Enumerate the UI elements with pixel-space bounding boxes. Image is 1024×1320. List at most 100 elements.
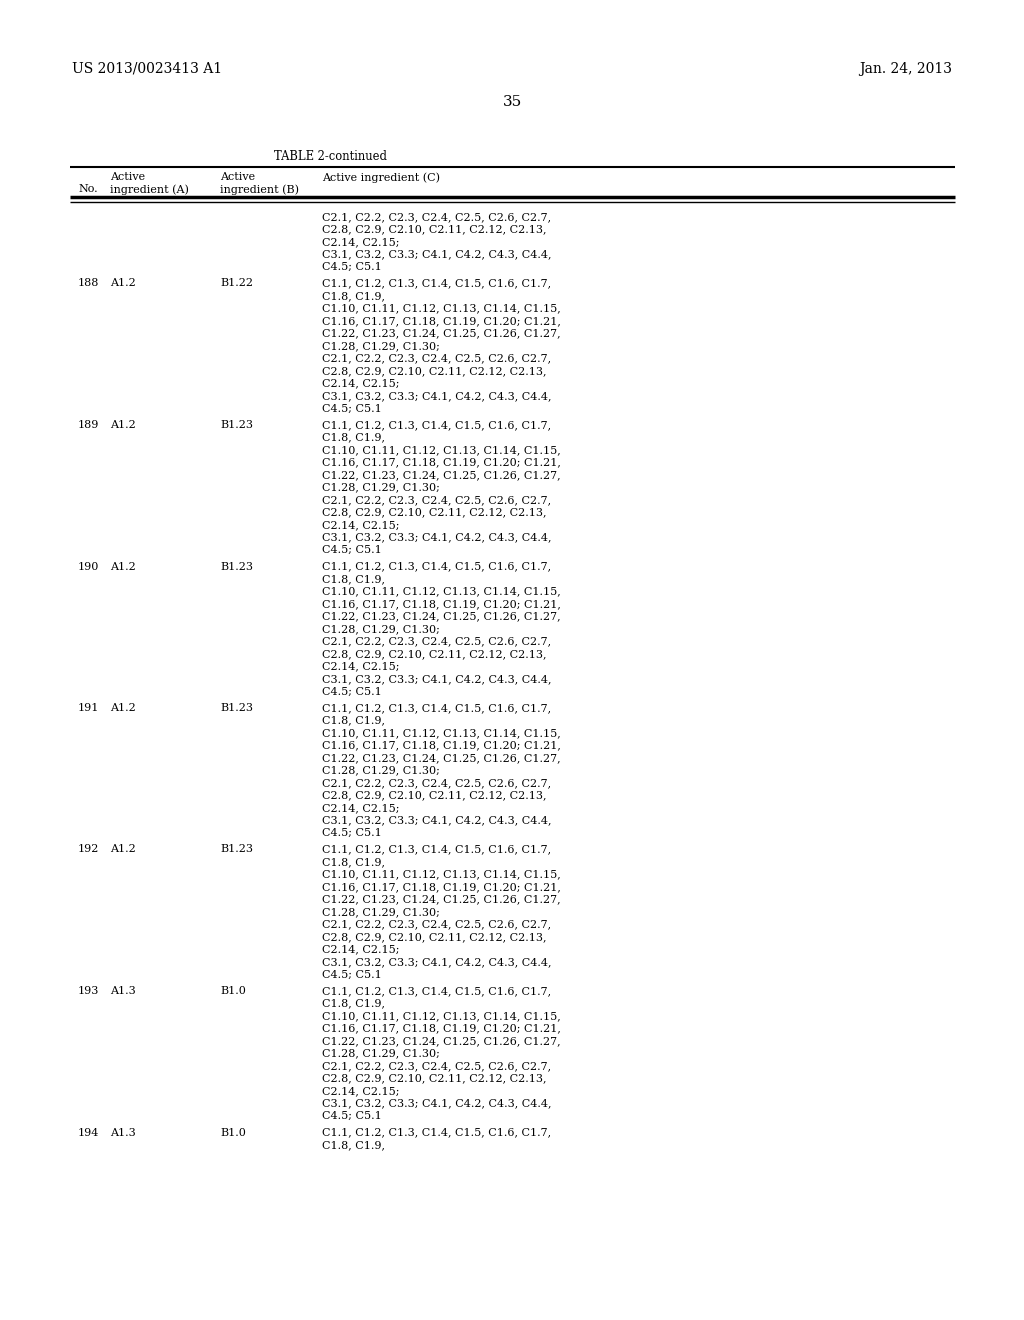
Text: ingredient (A): ingredient (A) <box>110 183 188 194</box>
Text: C1.1, C1.2, C1.3, C1.4, C1.5, C1.6, C1.7,: C1.1, C1.2, C1.3, C1.4, C1.5, C1.6, C1.7… <box>322 1127 551 1138</box>
Text: C4.5; C5.1: C4.5; C5.1 <box>322 261 382 272</box>
Text: C2.14, C2.15;: C2.14, C2.15; <box>322 379 399 388</box>
Text: C2.8, C2.9, C2.10, C2.11, C2.12, C2.13,: C2.8, C2.9, C2.10, C2.11, C2.12, C2.13, <box>322 366 547 376</box>
Text: C1.1, C1.2, C1.3, C1.4, C1.5, C1.6, C1.7,: C1.1, C1.2, C1.3, C1.4, C1.5, C1.6, C1.7… <box>322 704 551 713</box>
Text: C4.5; C5.1: C4.5; C5.1 <box>322 404 382 413</box>
Text: C1.8, C1.9,: C1.8, C1.9, <box>322 290 385 301</box>
Text: C2.8, C2.9, C2.10, C2.11, C2.12, C2.13,: C2.8, C2.9, C2.10, C2.11, C2.12, C2.13, <box>322 791 547 800</box>
Text: C4.5; C5.1: C4.5; C5.1 <box>322 969 382 979</box>
Text: C4.5; C5.1: C4.5; C5.1 <box>322 545 382 554</box>
Text: C2.14, C2.15;: C2.14, C2.15; <box>322 661 399 672</box>
Text: C3.1, C3.2, C3.3; C4.1, C4.2, C4.3, C4.4,: C3.1, C3.2, C3.3; C4.1, C4.2, C4.3, C4.4… <box>322 957 552 968</box>
Text: C4.5; C5.1: C4.5; C5.1 <box>322 828 382 838</box>
Text: B1.23: B1.23 <box>220 420 253 430</box>
Text: 192: 192 <box>78 845 99 854</box>
Text: C3.1, C3.2, C3.3; C4.1, C4.2, C4.3, C4.4,: C3.1, C3.2, C3.3; C4.1, C4.2, C4.3, C4.4… <box>322 816 552 825</box>
Text: C2.8, C2.9, C2.10, C2.11, C2.12, C2.13,: C2.8, C2.9, C2.10, C2.11, C2.12, C2.13, <box>322 649 547 659</box>
Text: C1.16, C1.17, C1.18, C1.19, C1.20; C1.21,: C1.16, C1.17, C1.18, C1.19, C1.20; C1.21… <box>322 315 561 326</box>
Text: B1.22: B1.22 <box>220 279 253 289</box>
Text: A1.3: A1.3 <box>110 986 136 997</box>
Text: C1.16, C1.17, C1.18, C1.19, C1.20; C1.21,: C1.16, C1.17, C1.18, C1.19, C1.20; C1.21… <box>322 882 561 892</box>
Text: C2.14, C2.15;: C2.14, C2.15; <box>322 1086 399 1096</box>
Text: C1.10, C1.11, C1.12, C1.13, C1.14, C1.15,: C1.10, C1.11, C1.12, C1.13, C1.14, C1.15… <box>322 1011 561 1020</box>
Text: 35: 35 <box>503 95 521 110</box>
Text: C1.16, C1.17, C1.18, C1.19, C1.20; C1.21,: C1.16, C1.17, C1.18, C1.19, C1.20; C1.21… <box>322 1023 561 1034</box>
Text: C3.1, C3.2, C3.3; C4.1, C4.2, C4.3, C4.4,: C3.1, C3.2, C3.3; C4.1, C4.2, C4.3, C4.4… <box>322 532 552 543</box>
Text: C1.28, C1.29, C1.30;: C1.28, C1.29, C1.30; <box>322 766 440 776</box>
Text: 190: 190 <box>78 561 99 572</box>
Text: C1.1, C1.2, C1.3, C1.4, C1.5, C1.6, C1.7,: C1.1, C1.2, C1.3, C1.4, C1.5, C1.6, C1.7… <box>322 845 551 854</box>
Text: C1.28, C1.29, C1.30;: C1.28, C1.29, C1.30; <box>322 624 440 634</box>
Text: C1.8, C1.9,: C1.8, C1.9, <box>322 998 385 1008</box>
Text: C1.22, C1.23, C1.24, C1.25, C1.26, C1.27,: C1.22, C1.23, C1.24, C1.25, C1.26, C1.27… <box>322 611 560 622</box>
Text: C1.1, C1.2, C1.3, C1.4, C1.5, C1.6, C1.7,: C1.1, C1.2, C1.3, C1.4, C1.5, C1.6, C1.7… <box>322 279 551 289</box>
Text: C3.1, C3.2, C3.3; C4.1, C4.2, C4.3, C4.4,: C3.1, C3.2, C3.3; C4.1, C4.2, C4.3, C4.4… <box>322 249 552 260</box>
Text: A1.3: A1.3 <box>110 1127 136 1138</box>
Text: B1.23: B1.23 <box>220 704 253 713</box>
Text: C1.1, C1.2, C1.3, C1.4, C1.5, C1.6, C1.7,: C1.1, C1.2, C1.3, C1.4, C1.5, C1.6, C1.7… <box>322 561 551 572</box>
Text: C4.5; C5.1: C4.5; C5.1 <box>322 686 382 697</box>
Text: TABLE 2-continued: TABLE 2-continued <box>273 150 386 162</box>
Text: C1.16, C1.17, C1.18, C1.19, C1.20; C1.21,: C1.16, C1.17, C1.18, C1.19, C1.20; C1.21… <box>322 599 561 609</box>
Text: No.: No. <box>78 183 97 194</box>
Text: C1.1, C1.2, C1.3, C1.4, C1.5, C1.6, C1.7,: C1.1, C1.2, C1.3, C1.4, C1.5, C1.6, C1.7… <box>322 420 551 430</box>
Text: C2.8, C2.9, C2.10, C2.11, C2.12, C2.13,: C2.8, C2.9, C2.10, C2.11, C2.12, C2.13, <box>322 1073 547 1084</box>
Text: C1.22, C1.23, C1.24, C1.25, C1.26, C1.27,: C1.22, C1.23, C1.24, C1.25, C1.26, C1.27… <box>322 329 560 338</box>
Text: Active: Active <box>110 172 145 182</box>
Text: 188: 188 <box>78 279 99 289</box>
Text: C1.22, C1.23, C1.24, C1.25, C1.26, C1.27,: C1.22, C1.23, C1.24, C1.25, C1.26, C1.27… <box>322 470 560 480</box>
Text: C1.22, C1.23, C1.24, C1.25, C1.26, C1.27,: C1.22, C1.23, C1.24, C1.25, C1.26, C1.27… <box>322 752 560 763</box>
Text: C1.28, C1.29, C1.30;: C1.28, C1.29, C1.30; <box>322 907 440 917</box>
Text: C1.8, C1.9,: C1.8, C1.9, <box>322 857 385 867</box>
Text: C1.10, C1.11, C1.12, C1.13, C1.14, C1.15,: C1.10, C1.11, C1.12, C1.13, C1.14, C1.15… <box>322 445 561 455</box>
Text: Active: Active <box>220 172 255 182</box>
Text: C1.1, C1.2, C1.3, C1.4, C1.5, C1.6, C1.7,: C1.1, C1.2, C1.3, C1.4, C1.5, C1.6, C1.7… <box>322 986 551 997</box>
Text: C2.8, C2.9, C2.10, C2.11, C2.12, C2.13,: C2.8, C2.9, C2.10, C2.11, C2.12, C2.13, <box>322 932 547 942</box>
Text: C2.1, C2.2, C2.3, C2.4, C2.5, C2.6, C2.7,: C2.1, C2.2, C2.3, C2.4, C2.5, C2.6, C2.7… <box>322 213 551 222</box>
Text: C1.22, C1.23, C1.24, C1.25, C1.26, C1.27,: C1.22, C1.23, C1.24, C1.25, C1.26, C1.27… <box>322 1036 560 1045</box>
Text: B1.0: B1.0 <box>220 1127 246 1138</box>
Text: US 2013/0023413 A1: US 2013/0023413 A1 <box>72 62 222 77</box>
Text: C1.10, C1.11, C1.12, C1.13, C1.14, C1.15,: C1.10, C1.11, C1.12, C1.13, C1.14, C1.15… <box>322 304 561 314</box>
Text: C2.8, C2.9, C2.10, C2.11, C2.12, C2.13,: C2.8, C2.9, C2.10, C2.11, C2.12, C2.13, <box>322 507 547 517</box>
Text: C1.8, C1.9,: C1.8, C1.9, <box>322 574 385 583</box>
Text: C2.1, C2.2, C2.3, C2.4, C2.5, C2.6, C2.7,: C2.1, C2.2, C2.3, C2.4, C2.5, C2.6, C2.7… <box>322 354 551 363</box>
Text: Active ingredient (C): Active ingredient (C) <box>322 172 440 182</box>
Text: A1.2: A1.2 <box>110 704 136 713</box>
Text: 193: 193 <box>78 986 99 997</box>
Text: C1.8, C1.9,: C1.8, C1.9, <box>322 1140 385 1150</box>
Text: A1.2: A1.2 <box>110 279 136 289</box>
Text: ingredient (B): ingredient (B) <box>220 183 299 194</box>
Text: 189: 189 <box>78 420 99 430</box>
Text: B1.23: B1.23 <box>220 561 253 572</box>
Text: C1.16, C1.17, C1.18, C1.19, C1.20; C1.21,: C1.16, C1.17, C1.18, C1.19, C1.20; C1.21… <box>322 741 561 751</box>
Text: C1.10, C1.11, C1.12, C1.13, C1.14, C1.15,: C1.10, C1.11, C1.12, C1.13, C1.14, C1.15… <box>322 729 561 738</box>
Text: A1.2: A1.2 <box>110 420 136 430</box>
Text: C2.1, C2.2, C2.3, C2.4, C2.5, C2.6, C2.7,: C2.1, C2.2, C2.3, C2.4, C2.5, C2.6, C2.7… <box>322 636 551 647</box>
Text: B1.0: B1.0 <box>220 986 246 997</box>
Text: C2.14, C2.15;: C2.14, C2.15; <box>322 238 399 247</box>
Text: C1.10, C1.11, C1.12, C1.13, C1.14, C1.15,: C1.10, C1.11, C1.12, C1.13, C1.14, C1.15… <box>322 870 561 879</box>
Text: C2.1, C2.2, C2.3, C2.4, C2.5, C2.6, C2.7,: C2.1, C2.2, C2.3, C2.4, C2.5, C2.6, C2.7… <box>322 920 551 929</box>
Text: C3.1, C3.2, C3.3; C4.1, C4.2, C4.3, C4.4,: C3.1, C3.2, C3.3; C4.1, C4.2, C4.3, C4.4… <box>322 1098 552 1109</box>
Text: C3.1, C3.2, C3.3; C4.1, C4.2, C4.3, C4.4,: C3.1, C3.2, C3.3; C4.1, C4.2, C4.3, C4.4… <box>322 675 552 684</box>
Text: C1.28, C1.29, C1.30;: C1.28, C1.29, C1.30; <box>322 341 440 351</box>
Text: B1.23: B1.23 <box>220 845 253 854</box>
Text: C1.16, C1.17, C1.18, C1.19, C1.20; C1.21,: C1.16, C1.17, C1.18, C1.19, C1.20; C1.21… <box>322 458 561 467</box>
Text: C2.1, C2.2, C2.3, C2.4, C2.5, C2.6, C2.7,: C2.1, C2.2, C2.3, C2.4, C2.5, C2.6, C2.7… <box>322 1061 551 1071</box>
Text: C2.1, C2.2, C2.3, C2.4, C2.5, C2.6, C2.7,: C2.1, C2.2, C2.3, C2.4, C2.5, C2.6, C2.7… <box>322 495 551 506</box>
Text: C1.28, C1.29, C1.30;: C1.28, C1.29, C1.30; <box>322 483 440 492</box>
Text: 191: 191 <box>78 704 99 713</box>
Text: C1.22, C1.23, C1.24, C1.25, C1.26, C1.27,: C1.22, C1.23, C1.24, C1.25, C1.26, C1.27… <box>322 895 560 904</box>
Text: C2.1, C2.2, C2.3, C2.4, C2.5, C2.6, C2.7,: C2.1, C2.2, C2.3, C2.4, C2.5, C2.6, C2.7… <box>322 777 551 788</box>
Text: C1.8, C1.9,: C1.8, C1.9, <box>322 715 385 726</box>
Text: 194: 194 <box>78 1127 99 1138</box>
Text: C1.10, C1.11, C1.12, C1.13, C1.14, C1.15,: C1.10, C1.11, C1.12, C1.13, C1.14, C1.15… <box>322 586 561 597</box>
Text: C2.14, C2.15;: C2.14, C2.15; <box>322 803 399 813</box>
Text: C3.1, C3.2, C3.3; C4.1, C4.2, C4.3, C4.4,: C3.1, C3.2, C3.3; C4.1, C4.2, C4.3, C4.4… <box>322 391 552 401</box>
Text: C2.8, C2.9, C2.10, C2.11, C2.12, C2.13,: C2.8, C2.9, C2.10, C2.11, C2.12, C2.13, <box>322 224 547 235</box>
Text: A1.2: A1.2 <box>110 845 136 854</box>
Text: C1.8, C1.9,: C1.8, C1.9, <box>322 433 385 442</box>
Text: C1.28, C1.29, C1.30;: C1.28, C1.29, C1.30; <box>322 1048 440 1059</box>
Text: C2.14, C2.15;: C2.14, C2.15; <box>322 520 399 531</box>
